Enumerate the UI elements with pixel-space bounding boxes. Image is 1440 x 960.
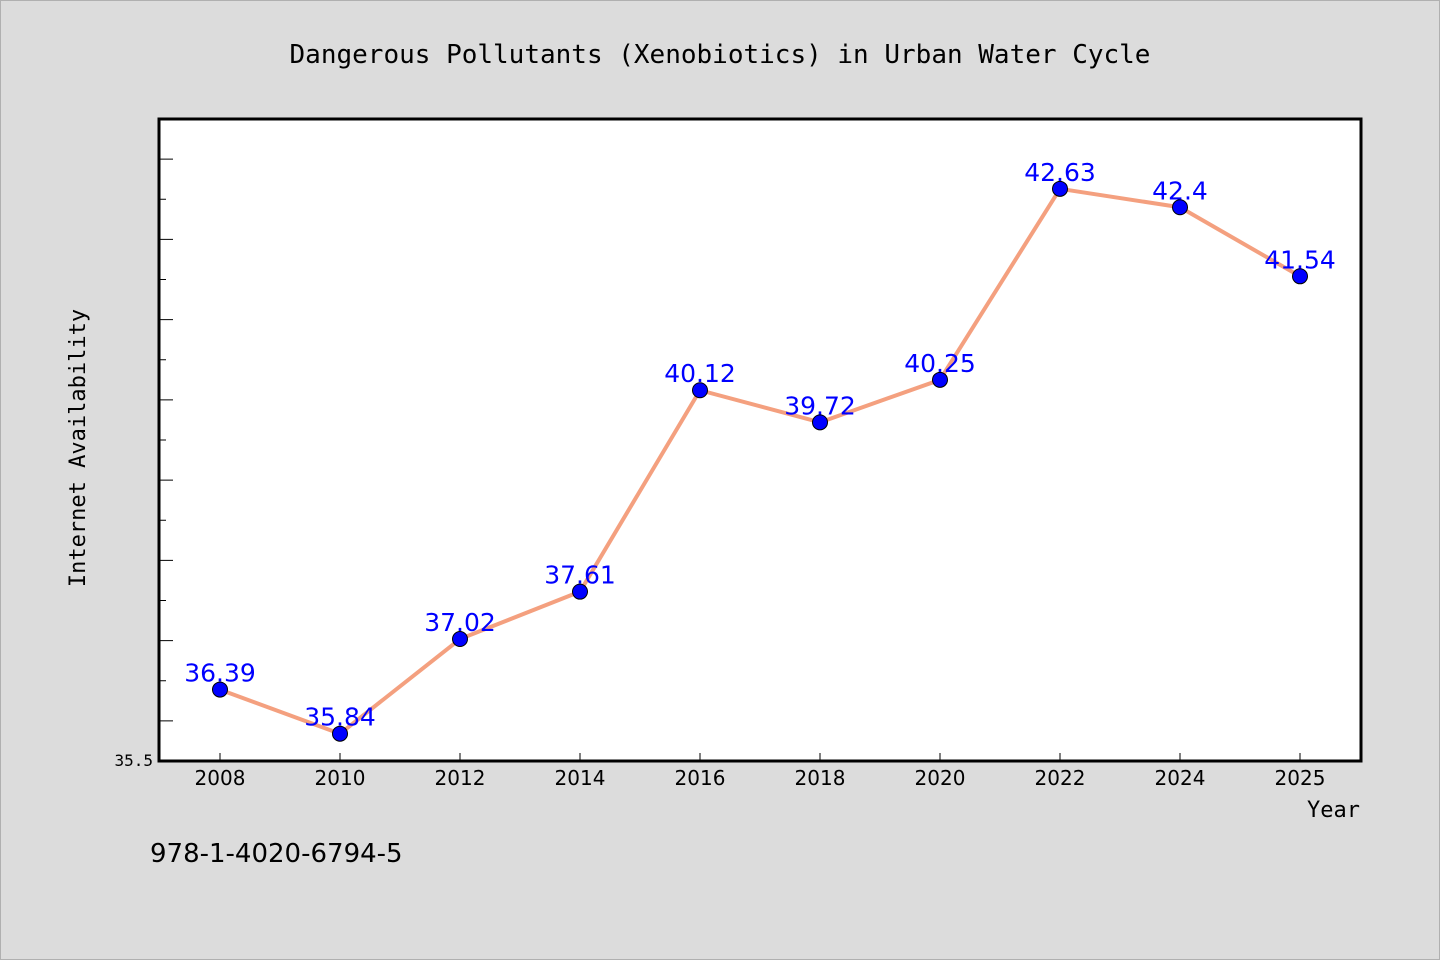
y-axis-label: Internet Availability bbox=[66, 309, 91, 587]
series-line bbox=[219, 186, 1301, 736]
data-point bbox=[572, 583, 588, 600]
data-point bbox=[212, 681, 228, 698]
data-point bbox=[1292, 268, 1308, 285]
data-point bbox=[452, 631, 468, 648]
x-tick-label: 2018 bbox=[795, 766, 846, 790]
x-tick-label: 2014 bbox=[555, 766, 606, 790]
data-point bbox=[692, 382, 708, 399]
x-tick-label: 2016 bbox=[675, 766, 726, 790]
data-point bbox=[1172, 199, 1188, 216]
x-axis-ticks: 2008 2010 2012 2014 2016 2018 2020 2022 2024 2025 bbox=[195, 753, 1326, 790]
plot-area bbox=[159, 119, 1361, 761]
x-axis-label: Year bbox=[1307, 798, 1360, 823]
data-point bbox=[932, 371, 948, 388]
data-label: 41.54 bbox=[1264, 245, 1336, 274]
x-tick-label: 2024 bbox=[1155, 766, 1206, 790]
x-tick-label: 2008 bbox=[195, 766, 246, 790]
x-tick-label: 2022 bbox=[1035, 766, 1086, 790]
data-label: 42.4 bbox=[1152, 176, 1208, 205]
data-label: 36.39 bbox=[184, 659, 256, 688]
data-label: 40.25 bbox=[904, 349, 976, 378]
data-label: 39.72 bbox=[784, 391, 856, 420]
x-tick-label: 2012 bbox=[435, 766, 486, 790]
footer-code: 978-1-4020-6794-5 bbox=[150, 839, 403, 869]
data-labels: 36.39 35.84 37.02 37.61 40.12 39.72 40.25 42.63… bbox=[184, 158, 1336, 732]
y-tick-label: 35.5 bbox=[114, 751, 153, 770]
plot-frame bbox=[157, 117, 1363, 763]
data-point bbox=[332, 725, 348, 742]
data-label: 37.02 bbox=[424, 608, 496, 637]
data-label: 40.12 bbox=[664, 359, 736, 388]
x-tick-label: 2010 bbox=[315, 766, 366, 790]
chart-title: Dangerous Pollutants (Xenobiotics) in Ur… bbox=[290, 40, 1151, 70]
data-point bbox=[1052, 180, 1068, 197]
x-tick-label: 2020 bbox=[915, 766, 966, 790]
x-tick-label: 2025 bbox=[1275, 766, 1326, 790]
data-label: 35.84 bbox=[304, 703, 376, 732]
data-label: 42.63 bbox=[1024, 158, 1096, 187]
data-label: 37.61 bbox=[544, 561, 616, 590]
data-point bbox=[812, 414, 828, 431]
data-markers bbox=[212, 180, 1308, 742]
